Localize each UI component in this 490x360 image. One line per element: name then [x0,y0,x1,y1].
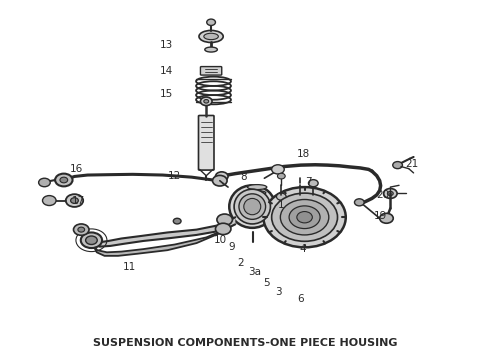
Ellipse shape [234,189,270,224]
Text: SUSPENSION COMPONENTS-ONE PIECE HOUSING: SUSPENSION COMPONENTS-ONE PIECE HOUSING [93,338,397,348]
Text: 1: 1 [278,200,285,210]
Text: 8: 8 [241,172,247,182]
Circle shape [66,194,83,207]
Circle shape [393,162,402,168]
Circle shape [74,224,89,235]
Ellipse shape [247,185,267,190]
Text: 21: 21 [406,159,419,169]
Circle shape [309,180,318,187]
Circle shape [43,195,56,206]
Text: 13: 13 [160,40,173,50]
Text: 11: 11 [123,262,136,272]
Circle shape [216,223,231,235]
Ellipse shape [205,47,218,52]
Ellipse shape [229,185,275,228]
Text: 6: 6 [297,294,304,304]
FancyBboxPatch shape [198,116,214,170]
Ellipse shape [199,31,223,42]
Ellipse shape [250,202,265,206]
Circle shape [81,233,102,248]
Ellipse shape [244,198,261,215]
Circle shape [78,227,85,232]
Circle shape [380,213,393,223]
Circle shape [71,198,78,203]
Circle shape [207,19,216,26]
Text: 16: 16 [70,165,83,174]
Polygon shape [93,228,229,256]
Circle shape [86,236,97,244]
Circle shape [264,187,346,247]
Text: 20: 20 [376,190,390,200]
Circle shape [271,165,284,174]
Circle shape [354,199,364,206]
Ellipse shape [204,33,219,40]
Text: 10: 10 [214,235,227,245]
Text: 3: 3 [275,287,282,297]
Circle shape [204,100,209,103]
Polygon shape [92,217,235,247]
Text: 3a: 3a [248,267,261,277]
Circle shape [277,173,285,179]
Circle shape [216,172,228,181]
Circle shape [384,189,397,198]
Circle shape [271,193,338,241]
Circle shape [280,199,329,235]
Circle shape [289,206,320,229]
Circle shape [200,97,212,105]
Circle shape [60,177,68,183]
Text: 7: 7 [305,177,311,187]
Circle shape [217,214,232,225]
Circle shape [39,178,50,187]
Text: 4: 4 [300,244,306,254]
Circle shape [213,175,227,186]
Text: 12: 12 [168,171,181,181]
Circle shape [388,192,393,195]
Text: 17: 17 [72,196,85,206]
Text: 2: 2 [237,258,244,268]
FancyBboxPatch shape [200,67,222,75]
Text: 14: 14 [160,66,173,76]
Ellipse shape [249,197,266,201]
Circle shape [276,193,286,200]
Text: 15: 15 [160,89,173,99]
Text: 9: 9 [228,242,235,252]
Circle shape [297,212,312,223]
Circle shape [173,218,181,224]
Text: 5: 5 [264,278,270,288]
Ellipse shape [248,191,266,195]
Ellipse shape [239,194,266,219]
Text: 19: 19 [374,211,387,221]
Text: 18: 18 [296,149,310,159]
Circle shape [55,174,73,186]
